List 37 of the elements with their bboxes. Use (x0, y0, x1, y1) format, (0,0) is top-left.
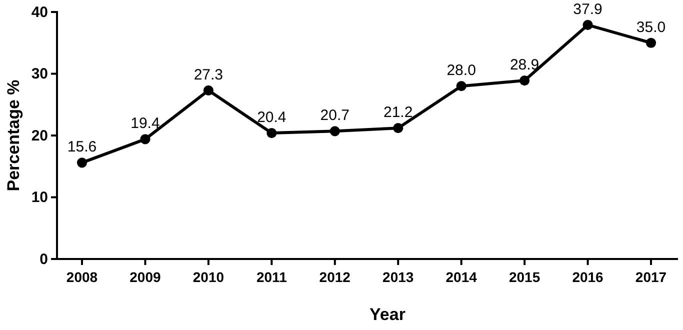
y-tick-label: 0 (40, 250, 48, 268)
data-label: 19.4 (130, 115, 160, 132)
point (456, 81, 466, 92)
data-label: 20.4 (257, 109, 286, 126)
data-label: 21.2 (384, 104, 413, 122)
x-tick-label: 2010 (192, 269, 224, 285)
point (266, 128, 277, 138)
x-tick-label: 2012 (319, 269, 351, 285)
y-tick-label: 30 (31, 66, 48, 83)
data-label: 27.3 (194, 66, 224, 84)
x-axis-title: Year (370, 305, 406, 324)
point (76, 158, 88, 168)
y-tick-label: 40 (31, 4, 48, 21)
point (330, 126, 340, 136)
data-label: 35.0 (636, 18, 666, 36)
x-tick-label: 2015 (508, 269, 540, 285)
data-label: 20.7 (320, 107, 350, 124)
point (140, 134, 150, 144)
y-tick-label: 10 (31, 189, 48, 206)
x-tick-label: 2014 (446, 269, 478, 285)
data-label: 37.9 (573, 0, 602, 18)
point (582, 20, 593, 30)
data-label: 28.0 (446, 62, 476, 80)
point (393, 123, 404, 134)
point (203, 85, 214, 96)
x-tick-label: 2013 (382, 269, 414, 285)
point (646, 38, 656, 48)
x-tick-label: 2011 (256, 269, 288, 285)
point (520, 76, 530, 86)
x-tick-label: 2016 (572, 269, 604, 285)
data-label: 15.6 (67, 138, 97, 156)
y-axis-title: Percentage % (4, 80, 23, 192)
x-tick-label: 2008 (66, 269, 98, 285)
data-label: 28.9 (510, 56, 540, 74)
x-tick-label: 2017 (635, 269, 667, 285)
y-tick-label: 20 (31, 127, 48, 144)
x-tick-label: 2009 (130, 269, 162, 285)
